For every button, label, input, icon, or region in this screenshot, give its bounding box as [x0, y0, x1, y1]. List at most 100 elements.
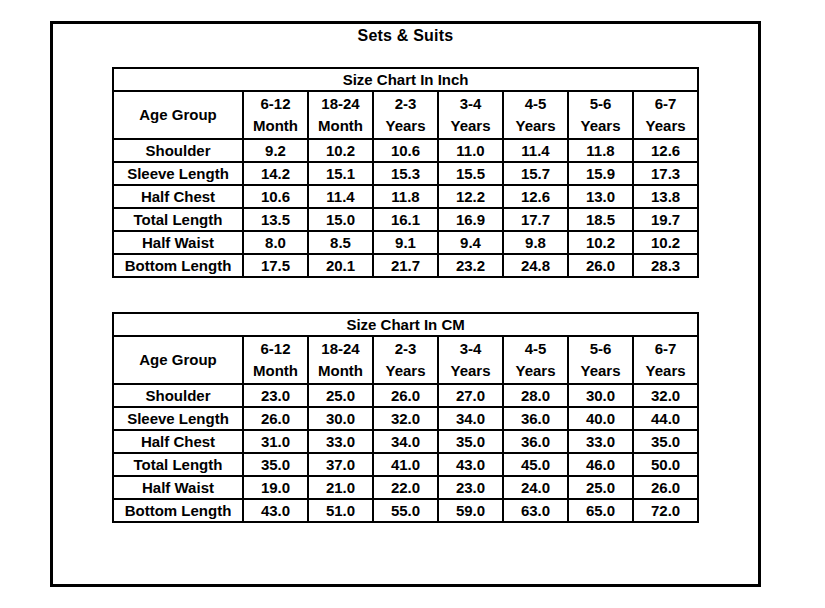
table-cell: 35.0 — [633, 430, 698, 453]
table-cell: 34.0 — [373, 430, 438, 453]
size-chart-document: Sets & Suits Size Chart In InchAge Group… — [50, 21, 761, 587]
column-header: 3-4Years — [438, 336, 503, 384]
table-cell: 19.0 — [243, 476, 308, 499]
table-header-row: Age Group6-12Month18-24Month2-3Years3-4Y… — [113, 91, 698, 139]
column-header: 2-3Years — [373, 336, 438, 384]
table-cell: 24.0 — [503, 476, 568, 499]
table-cell: 51.0 — [308, 499, 373, 522]
table-cell: 17.3 — [633, 162, 698, 185]
row-label: Bottom Length — [113, 499, 243, 522]
table-row: Bottom Length17.520.121.723.224.826.028.… — [113, 254, 698, 277]
table-row: Total Length35.037.041.043.045.046.050.0 — [113, 453, 698, 476]
table-row: Half Chest10.611.411.812.212.613.013.8 — [113, 185, 698, 208]
table-cell: 18.5 — [568, 208, 633, 231]
table-cell: 15.0 — [308, 208, 373, 231]
table-cell: 40.0 — [568, 407, 633, 430]
table-row: Total Length13.515.016.116.917.718.519.7 — [113, 208, 698, 231]
table-cell: 31.0 — [243, 430, 308, 453]
table-cell: 21.0 — [308, 476, 373, 499]
table-cell: 17.5 — [243, 254, 308, 277]
table-cell: 16.9 — [438, 208, 503, 231]
table-title: Size Chart In CM — [113, 313, 698, 336]
row-label: Sleeve Length — [113, 162, 243, 185]
table-cell: 30.0 — [568, 384, 633, 407]
table-cell: 35.0 — [438, 430, 503, 453]
table-row: Half Waist8.08.59.19.49.810.210.2 — [113, 231, 698, 254]
size-chart-cm-table: Size Chart In CMAge Group6-12Month18-24M… — [112, 312, 699, 523]
table-cell: 72.0 — [633, 499, 698, 522]
table-cell: 15.1 — [308, 162, 373, 185]
row-label: Half Chest — [113, 430, 243, 453]
table-cell: 36.0 — [503, 430, 568, 453]
document-title: Sets & Suits — [53, 27, 758, 45]
table-row: Bottom Length43.051.055.059.063.065.072.… — [113, 499, 698, 522]
row-label: Shoulder — [113, 139, 243, 162]
table-cell: 8.0 — [243, 231, 308, 254]
table-row: Sleeve Length26.030.032.034.036.040.044.… — [113, 407, 698, 430]
table-cell: 50.0 — [633, 453, 698, 476]
table-cell: 25.0 — [568, 476, 633, 499]
row-label: Total Length — [113, 453, 243, 476]
table-cell: 9.1 — [373, 231, 438, 254]
table-cell: 30.0 — [308, 407, 373, 430]
column-header: 5-6Years — [568, 91, 633, 139]
table-row: Half Chest31.033.034.035.036.033.035.0 — [113, 430, 698, 453]
table-cell: 8.5 — [308, 231, 373, 254]
table-cell: 9.4 — [438, 231, 503, 254]
row-label: Half Waist — [113, 231, 243, 254]
table-cell: 22.0 — [373, 476, 438, 499]
column-header: 4-5Years — [503, 91, 568, 139]
table-row: Shoulder9.210.210.611.011.411.812.6 — [113, 139, 698, 162]
table-cell: 26.0 — [243, 407, 308, 430]
table-cell: 11.4 — [308, 185, 373, 208]
table-cell: 14.2 — [243, 162, 308, 185]
table-cell: 19.7 — [633, 208, 698, 231]
column-header: 5-6Years — [568, 336, 633, 384]
table-cell: 15.7 — [503, 162, 568, 185]
table-row: Shoulder23.025.026.027.028.030.032.0 — [113, 384, 698, 407]
column-header: 6-7Years — [633, 91, 698, 139]
table-cell: 15.3 — [373, 162, 438, 185]
table-cell: 27.0 — [438, 384, 503, 407]
table-cell: 13.5 — [243, 208, 308, 231]
row-label: Half Waist — [113, 476, 243, 499]
table-cell: 10.6 — [373, 139, 438, 162]
table-cell: 17.7 — [503, 208, 568, 231]
table-cell: 23.0 — [438, 476, 503, 499]
table-header-row: Age Group6-12Month18-24Month2-3Years3-4Y… — [113, 336, 698, 384]
table-cell: 20.1 — [308, 254, 373, 277]
table-cell: 37.0 — [308, 453, 373, 476]
table-cell: 32.0 — [633, 384, 698, 407]
table-cell: 13.8 — [633, 185, 698, 208]
table-cell: 33.0 — [568, 430, 633, 453]
table-cell: 25.0 — [308, 384, 373, 407]
table-cell: 65.0 — [568, 499, 633, 522]
table-cell: 28.0 — [503, 384, 568, 407]
table-cell: 10.6 — [243, 185, 308, 208]
table-cell: 11.8 — [373, 185, 438, 208]
column-header: 4-5Years — [503, 336, 568, 384]
table-cell: 43.0 — [438, 453, 503, 476]
table-cell: 46.0 — [568, 453, 633, 476]
table-cell: 35.0 — [243, 453, 308, 476]
table-cell: 16.1 — [373, 208, 438, 231]
row-label: Sleeve Length — [113, 407, 243, 430]
size-chart-inch-table: Size Chart In InchAge Group6-12Month18-2… — [112, 67, 699, 278]
row-label: Half Chest — [113, 185, 243, 208]
table-cell: 10.2 — [568, 231, 633, 254]
table-cell: 15.9 — [568, 162, 633, 185]
row-label: Shoulder — [113, 384, 243, 407]
column-header: 6-12Month — [243, 336, 308, 384]
column-header: 18-24Month — [308, 336, 373, 384]
table-cell: 21.7 — [373, 254, 438, 277]
table-cell: 11.4 — [503, 139, 568, 162]
table-cell: 15.5 — [438, 162, 503, 185]
table-cell: 9.2 — [243, 139, 308, 162]
table-cell: 10.2 — [308, 139, 373, 162]
table-title-row: Size Chart In CM — [113, 313, 698, 336]
row-label: Bottom Length — [113, 254, 243, 277]
table-cell: 12.2 — [438, 185, 503, 208]
table-cell: 11.0 — [438, 139, 503, 162]
table-cell: 34.0 — [438, 407, 503, 430]
table-cell: 12.6 — [503, 185, 568, 208]
